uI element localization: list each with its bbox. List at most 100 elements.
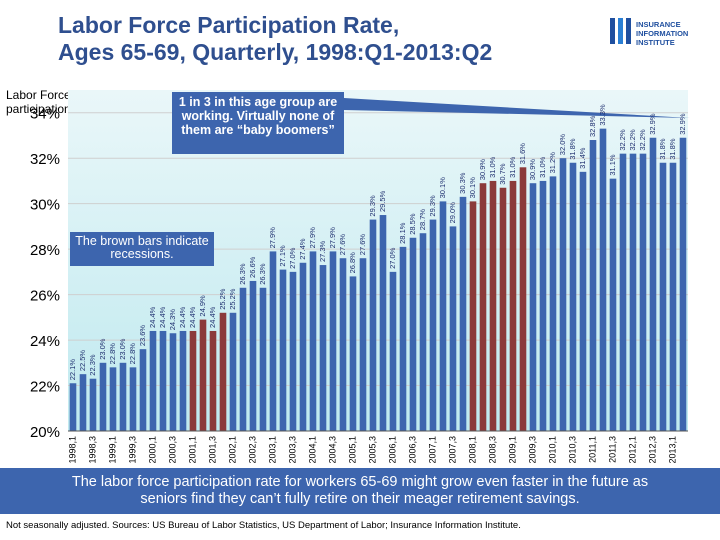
- x-tick-label: 2003,3: [287, 436, 297, 464]
- bar: [229, 312, 237, 431]
- bar: [609, 178, 617, 431]
- data-labels: 22.1% 22.5% 22.3%23.0% 22.8% 23.0% 22.8%23.6%…: [68, 104, 687, 380]
- data-label: 28.5%: [408, 213, 417, 235]
- bar: [299, 262, 307, 431]
- data-label: 27.9%: [268, 227, 277, 249]
- bar: [279, 269, 287, 431]
- data-label: 31.2%: [548, 152, 557, 174]
- x-tick-label: 1999,1: [107, 436, 117, 464]
- bar: [679, 137, 687, 432]
- x-axis-ticks: 1998,1 1998,3 1999,1 1999,3 2000,1 2000,3 2001…: [67, 436, 677, 464]
- data-label: 31.1%: [608, 154, 617, 176]
- data-label: 27.6%: [338, 234, 347, 256]
- bar-recession: [219, 312, 227, 431]
- x-tick-label: 2011,1: [587, 436, 597, 463]
- bar-recession: [479, 183, 487, 431]
- bar: [659, 162, 667, 431]
- bar: [99, 362, 107, 431]
- y-tick-label: 20%: [30, 424, 60, 441]
- data-label: 32.2%: [628, 129, 637, 151]
- bar-recession: [469, 201, 477, 431]
- data-label: 24.9%: [198, 295, 207, 317]
- data-label: 24.4%: [208, 306, 217, 328]
- bar: [569, 162, 577, 431]
- data-label: 29.0%: [448, 202, 457, 224]
- y-tick-label: 32%: [30, 151, 60, 168]
- bar-recession: [499, 187, 507, 431]
- y-tick-label: 30%: [30, 197, 60, 214]
- bar: [269, 251, 277, 431]
- data-label: 22.8%: [128, 343, 137, 365]
- chart-title-line1: Labor Force Participation Rate,: [58, 12, 400, 38]
- x-tick-label: 2012,3: [647, 436, 657, 464]
- data-label: 30.7%: [498, 163, 507, 185]
- data-label: 31.8%: [668, 138, 677, 160]
- bar: [419, 233, 427, 431]
- x-tick-label: 1998,1: [67, 436, 77, 464]
- data-label: 27.4%: [298, 238, 307, 260]
- data-label: 27.9%: [308, 227, 317, 249]
- bar: [239, 287, 247, 431]
- bar: [309, 251, 317, 431]
- callout-text: 1 in 3 in this age group are working. Vi…: [178, 95, 338, 137]
- bar: [579, 171, 587, 431]
- bar: [379, 215, 387, 431]
- iii-logo: INSURANCE INFORMATION INSTITUTE: [610, 16, 710, 54]
- data-label: 26.6%: [248, 256, 257, 278]
- bar: [119, 362, 127, 431]
- x-tick-label: 2008,3: [487, 436, 497, 464]
- data-label: 23.6%: [138, 325, 147, 347]
- data-label: 26.3%: [238, 263, 247, 285]
- data-label: 26.3%: [258, 263, 267, 285]
- data-label: 32.9%: [678, 113, 687, 135]
- data-label: 32.0%: [558, 134, 567, 156]
- bar: [349, 276, 357, 431]
- x-tick-label: 2006,1: [387, 436, 397, 464]
- chart-title: Labor Force Participation Rate, Ages 65-…: [58, 12, 492, 66]
- bar: [439, 201, 447, 431]
- x-tick-label: 2001,3: [207, 436, 217, 464]
- bar: [539, 180, 547, 431]
- y-tick-label: 22%: [30, 379, 60, 396]
- data-label: 31.8%: [568, 138, 577, 160]
- bar: [129, 367, 137, 431]
- data-label: 29.3%: [428, 195, 437, 217]
- data-label: 27.6%: [358, 234, 367, 256]
- bar: [359, 258, 367, 431]
- bar: [599, 128, 607, 431]
- bar-recession: [489, 180, 497, 431]
- data-label: 24.4%: [188, 306, 197, 328]
- data-label: 24.4%: [148, 306, 157, 328]
- x-tick-label: 2000,1: [147, 436, 157, 464]
- logo-text-line2: INFORMATION: [636, 29, 689, 38]
- x-tick-label: 2004,1: [307, 436, 317, 464]
- y-tick-label: 28%: [30, 242, 60, 259]
- data-label: 27.0%: [288, 247, 297, 269]
- data-label: 30.1%: [468, 177, 477, 199]
- x-tick-label: 2010,1: [547, 436, 557, 464]
- bar: [409, 237, 417, 431]
- bar-recession: [519, 167, 527, 431]
- x-tick-label: 2005,3: [367, 436, 377, 464]
- bar: [669, 162, 677, 431]
- logo-text-line3: INSTITUTE: [636, 38, 675, 47]
- x-tick-label: 2010,3: [567, 436, 577, 464]
- data-label: 30.9%: [528, 159, 537, 181]
- data-label: 22.1%: [68, 359, 77, 381]
- bar-recession: [199, 319, 207, 431]
- data-label: 31.0%: [508, 156, 517, 178]
- data-label: 32.9%: [648, 113, 657, 135]
- bar: [449, 226, 457, 431]
- bar: [319, 265, 327, 431]
- data-label: 27.0%: [388, 247, 397, 269]
- x-tick-label: 2006,3: [407, 436, 417, 464]
- data-label: 25.2%: [228, 288, 237, 310]
- data-label: 23.0%: [98, 338, 107, 360]
- x-tick-label: 2008,1: [467, 436, 477, 464]
- y-tick-label: 26%: [30, 288, 60, 305]
- data-label: 32.2%: [618, 129, 627, 151]
- bar: [149, 330, 157, 431]
- bar-recession: [189, 330, 197, 431]
- x-tick-label: 2000,3: [167, 436, 177, 464]
- bar: [289, 271, 297, 431]
